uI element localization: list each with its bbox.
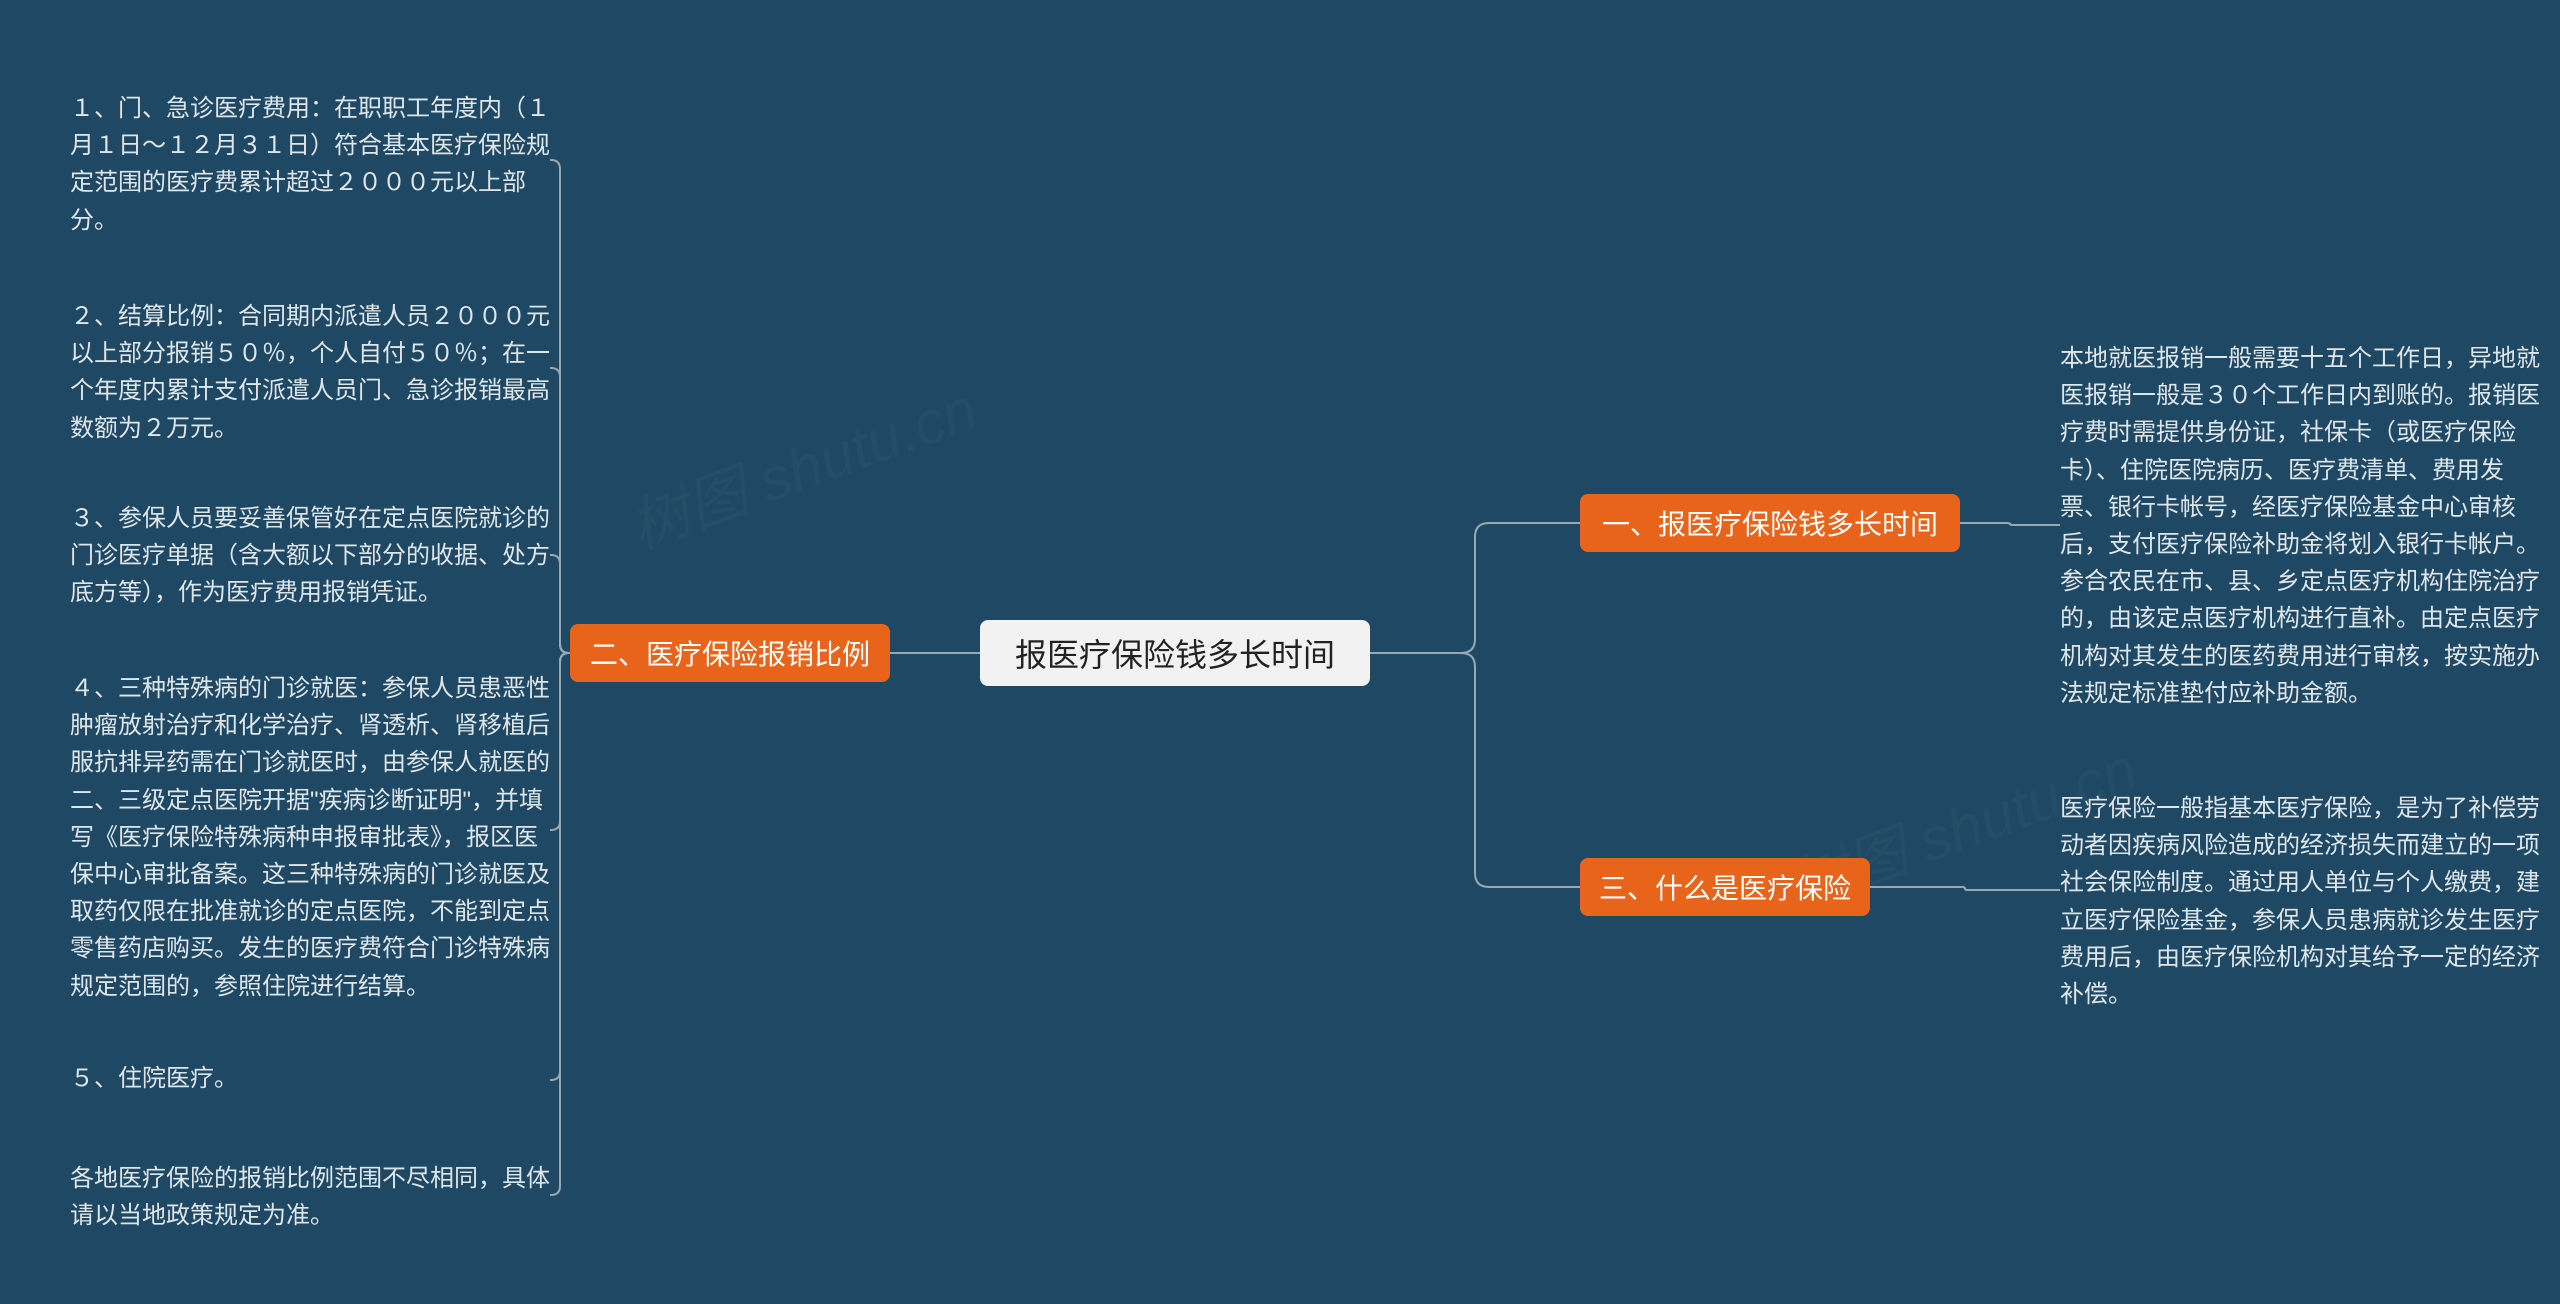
mindmap-canvas: 树图 shutu.cn树图 shutu.cn报医疗保险钱多长时间一、报医疗保险钱… bbox=[0, 0, 2560, 1304]
leaf-node: ３、参保人员要妥善保管好在定点医院就诊的门诊医疗单据（含大额以下部分的收据、处方… bbox=[70, 500, 550, 612]
leaf-node: ５、住院医疗。 bbox=[70, 1060, 550, 1100]
root-node[interactable]: 报医疗保险钱多长时间 bbox=[980, 620, 1370, 686]
branch-node[interactable]: 一、报医疗保险钱多长时间 bbox=[1580, 494, 1960, 552]
leaf-node: 医疗保险一般指基本医疗保险，是为了补偿劳动者因疾病风险造成的经济损失而建立的一项… bbox=[2060, 790, 2540, 1013]
branch-node[interactable]: 二、医疗保险报销比例 bbox=[570, 624, 890, 682]
leaf-node: ２、结算比例：合同期内派遣人员２０００元以上部分报销５０％，个人自付５０％；在一… bbox=[70, 298, 550, 447]
watermark: 树图 shutu.cn bbox=[616, 360, 987, 566]
branch-node[interactable]: 三、什么是医疗保险 bbox=[1580, 858, 1870, 916]
leaf-node: １、门、急诊医疗费用：在职职工年度内（１月１日～１２月３１日）符合基本医疗保险规… bbox=[70, 90, 550, 239]
leaf-node: 各地医疗保险的报销比例范围不尽相同，具体请以当地政策规定为准。 bbox=[70, 1160, 550, 1234]
leaf-node: 本地就医报销一般需要十五个工作日，异地就医报销一般是３０个工作日内到账的。报销医… bbox=[2060, 340, 2540, 712]
leaf-node: ４、三种特殊病的门诊就医：参保人员患恶性肿瘤放射治疗和化学治疗、肾透析、肾移植后… bbox=[70, 670, 550, 1005]
